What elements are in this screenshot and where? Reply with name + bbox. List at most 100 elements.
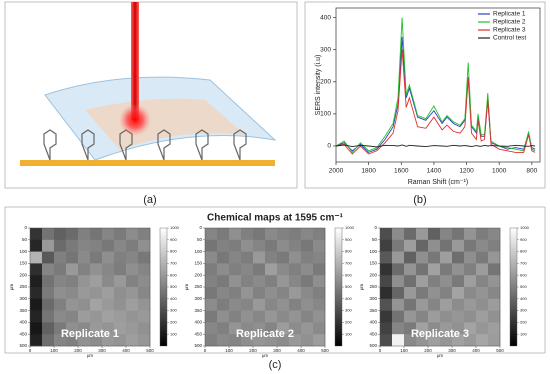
heatmap-cell [241, 251, 254, 264]
heatmap-cell [265, 298, 278, 311]
heatmap-cell [289, 275, 302, 288]
heatmap-cell [440, 322, 453, 335]
panel-frame [4, 206, 546, 354]
heatmap-cell [277, 228, 290, 241]
x-tick-label: 200 [249, 348, 257, 353]
colorbar [159, 227, 168, 347]
heatmap-cell [380, 334, 393, 347]
y-tick-label: 100 [19, 249, 27, 254]
heatmap-cell [392, 239, 405, 252]
heatmap-cell [488, 228, 501, 241]
heatmap-cell [440, 275, 453, 288]
heatmap-cell [42, 298, 55, 311]
colorbar-label: 800 [345, 249, 352, 254]
heatmap-cell [138, 275, 151, 288]
heatmap-cell [488, 251, 501, 264]
heatmap-cell [289, 298, 302, 311]
heatmap-cell [42, 228, 55, 241]
heatmap-cell [265, 239, 278, 252]
heatmap-cell [476, 275, 489, 288]
heatmap-cell [114, 275, 127, 288]
heatmap-cell [30, 275, 43, 288]
x-axis-label: Raman Shift (cm⁻¹) [408, 179, 468, 186]
heatmap-cell [464, 298, 477, 311]
y-tick-label: 500 [369, 343, 377, 348]
heatmap-cell [54, 263, 67, 276]
heatmap-cell [464, 275, 477, 288]
x-axis-label: μm [87, 353, 94, 358]
heatmap-cell [404, 322, 417, 335]
heatmap-cell [392, 322, 405, 335]
heatmap-cell [313, 263, 326, 276]
heatmap-cell [90, 298, 103, 311]
heatmap-cell [217, 310, 230, 323]
y-tick-label: 150 [194, 261, 202, 266]
heatmap-cell [114, 310, 127, 323]
heatmap-cell [217, 287, 230, 300]
heatmap-cell [265, 322, 278, 335]
heatmap-cell [313, 310, 326, 323]
heatmap-cell [30, 228, 43, 241]
heatmap-cell [42, 334, 55, 347]
heatmap-cell [380, 263, 393, 276]
heatmap-cell [464, 334, 477, 347]
heatmap-cell [313, 228, 326, 241]
substrate [20, 160, 275, 166]
heatmap-cell [380, 228, 393, 241]
heatmap-cell [90, 287, 103, 300]
heatmap-cell [265, 310, 278, 323]
heatmap-cell [78, 228, 91, 241]
heatmap-cell [66, 298, 79, 311]
heatmap-cell [452, 239, 465, 252]
y-tick-label: 250 [194, 284, 202, 289]
x-tick-label: 1600 [394, 168, 409, 175]
heatmap-cell [90, 263, 103, 276]
x-tick-label: 100 [400, 348, 408, 353]
y-tick-label: 50 [22, 237, 28, 242]
x-tick-label: 300 [448, 348, 456, 353]
y-tick-label: 100 [320, 111, 331, 118]
heatmap-cell [440, 334, 453, 347]
heatmap-cell [102, 334, 115, 347]
y-tick-label: 350 [19, 308, 27, 313]
heatmap-cell [253, 275, 266, 288]
x-axis-label: μm [262, 353, 269, 358]
legend-label: Replicate 2 [493, 19, 526, 26]
heatmap-cell [138, 239, 151, 252]
heatmap-cell [78, 322, 91, 335]
heatmap-cell [229, 239, 242, 252]
heatmap-cell [229, 251, 242, 264]
heatmap-cell [229, 263, 242, 276]
heatmap-cell [54, 310, 67, 323]
heatmap-cell [30, 334, 43, 347]
panel-frame [304, 1, 546, 189]
x-tick-label: 0 [379, 348, 382, 353]
heatmap-cell [241, 322, 254, 335]
heatmap-cell [301, 263, 314, 276]
heatmap-cell [301, 275, 314, 288]
heatmap-cell [217, 239, 230, 252]
heatmap-cell [289, 251, 302, 264]
heatmap-cell [114, 263, 127, 276]
heatmap-cell [102, 287, 115, 300]
heatmap-cell [265, 251, 278, 264]
heatmap-cell [452, 334, 465, 347]
panel-label: (c) [269, 359, 282, 371]
heatmap-cell [229, 334, 242, 347]
colorbar-label: 300 [170, 308, 177, 313]
heatmap-cell [253, 310, 266, 323]
heatmap-cell [229, 298, 242, 311]
heatmap-cell [253, 287, 266, 300]
heatmap-cell [428, 239, 441, 252]
colorbar-label: 400 [170, 296, 177, 301]
heatmap-cell [440, 251, 453, 264]
heatmap-cell [404, 287, 417, 300]
heatmap-cell [440, 239, 453, 252]
heatmap-cell [380, 322, 393, 335]
heatmap-cell [440, 263, 453, 276]
heatmap-cell [102, 263, 115, 276]
x-tick-label: 1200 [459, 168, 474, 175]
heatmap-cell [126, 322, 139, 335]
y-tick-label: 200 [19, 272, 27, 277]
heatmap-cell [404, 251, 417, 264]
